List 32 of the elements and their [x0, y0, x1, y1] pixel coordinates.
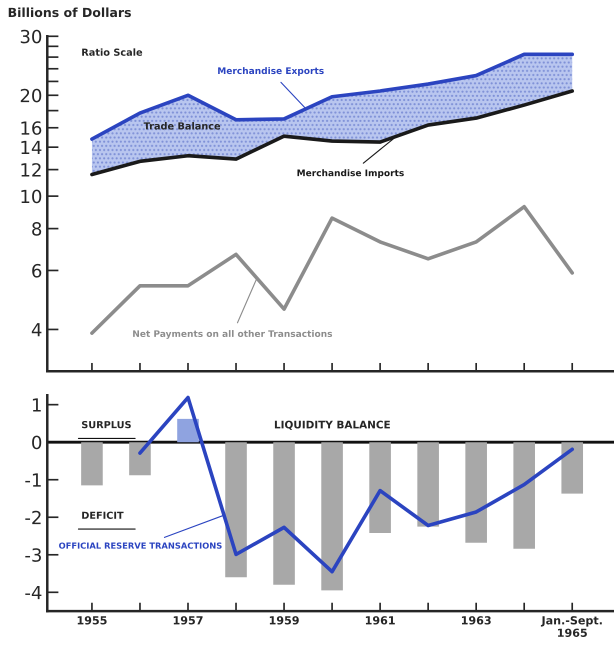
y-axis-title: Billions of Dollars — [8, 7, 131, 18]
series-label: LIQUIDITY BALANCE — [274, 420, 390, 430]
y-tick-label: -1 — [25, 473, 41, 487]
y-tick-label: 30 — [20, 30, 42, 44]
x-tick-label: Jan.-Sept. 1965 — [540, 616, 602, 637]
text: Merchandise Imports — [297, 169, 404, 178]
y-tick-label: 6 — [32, 264, 42, 278]
x-tick-label: 1963 — [462, 616, 491, 625]
text: Merchandise Exports — [218, 67, 324, 76]
y-tick-label: -4 — [25, 586, 42, 600]
annotation: Trade Balance — [144, 122, 220, 130]
y-tick-label: 10 — [21, 190, 42, 204]
y-tick-label: 12 — [21, 163, 41, 176]
annotation: Ratio Scale — [82, 48, 142, 56]
annotation: SURPLUS — [82, 420, 131, 428]
y-tick-label: 0 — [32, 436, 42, 450]
series-label: OFFICIAL RESERVE TRANSACTIONS — [59, 542, 222, 549]
x-tick-label: 1959 — [270, 616, 299, 625]
y-tick-label: 1 — [32, 398, 41, 412]
y-tick-label: 16 — [21, 121, 42, 135]
y-tick-label: -3 — [25, 548, 41, 562]
line-series — [90, 89, 574, 176]
text: Net Payments on all other Transactions — [133, 330, 332, 339]
annotation: DEFICIT — [82, 512, 124, 519]
x-tick-label: 1955 — [78, 616, 107, 625]
y-tick-label: 8 — [32, 222, 42, 236]
x-tick-label: 1957 — [174, 616, 203, 625]
y-tick-label: 20 — [20, 88, 42, 102]
y-tick-label: 4 — [32, 323, 42, 336]
x-tick-label: 1961 — [366, 616, 395, 625]
y-tick-label: 14 — [21, 140, 42, 154]
y-tick-label: -2 — [25, 510, 41, 524]
